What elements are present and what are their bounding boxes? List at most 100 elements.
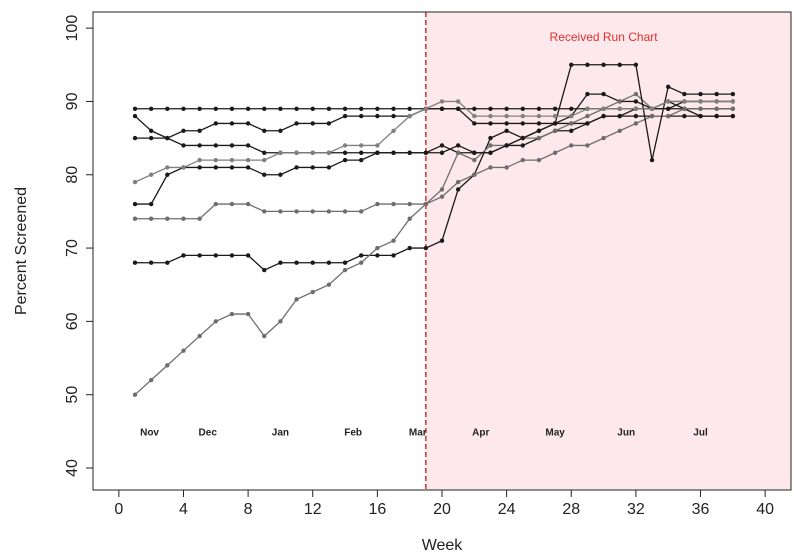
series-line <box>135 93 733 271</box>
data-point <box>165 135 170 141</box>
data-point <box>245 106 251 111</box>
data-point <box>262 106 267 111</box>
data-point <box>197 216 202 221</box>
data-point <box>488 113 493 119</box>
data-point <box>294 297 299 302</box>
data-point <box>455 143 461 148</box>
data-point <box>633 121 639 126</box>
data-point <box>326 165 332 170</box>
data-point <box>407 150 412 155</box>
x-tick-label: 24 <box>498 501 516 518</box>
data-point <box>310 165 315 170</box>
data-point <box>423 106 429 111</box>
data-point <box>666 113 671 119</box>
data-point <box>213 165 218 170</box>
data-point <box>504 106 509 111</box>
data-point <box>375 150 380 155</box>
x-tick-label: 4 <box>179 501 188 518</box>
data-point <box>455 179 461 185</box>
data-point <box>342 113 348 119</box>
data-point <box>229 121 235 126</box>
data-point <box>617 62 622 67</box>
data-point <box>714 91 719 97</box>
data-point <box>439 143 445 148</box>
data-point <box>617 106 622 111</box>
data-point <box>294 165 299 170</box>
data-point <box>165 172 170 177</box>
data-point <box>569 62 574 67</box>
data-point <box>148 260 154 265</box>
data-point <box>488 143 493 148</box>
data-point <box>132 135 138 141</box>
data-point <box>181 165 186 170</box>
x-axis-title: Week <box>422 537 464 554</box>
data-point <box>359 157 364 163</box>
data-point <box>132 106 138 111</box>
data-point <box>391 128 396 133</box>
data-point <box>617 128 622 133</box>
data-point <box>536 121 542 126</box>
data-point <box>229 165 235 170</box>
data-point <box>359 209 364 214</box>
data-point <box>423 245 429 251</box>
data-point <box>342 157 348 163</box>
data-point <box>245 311 251 317</box>
data-point <box>504 113 509 119</box>
data-point <box>132 201 138 207</box>
data-point <box>585 143 590 148</box>
data-point <box>714 99 719 104</box>
data-point <box>132 216 138 221</box>
data-point <box>455 150 461 155</box>
data-point <box>262 209 267 214</box>
data-point <box>649 113 655 119</box>
month-label: May <box>545 428 565 439</box>
data-point <box>682 91 687 97</box>
data-point <box>536 128 542 133</box>
data-point <box>391 106 396 111</box>
data-point <box>391 238 396 243</box>
data-point <box>294 106 299 111</box>
data-point <box>488 121 493 126</box>
data-point <box>569 128 574 133</box>
data-point <box>649 106 655 111</box>
data-point <box>520 121 525 126</box>
data-point <box>536 135 542 141</box>
data-point <box>617 113 622 119</box>
data-point <box>585 113 590 119</box>
data-point <box>698 106 703 111</box>
data-point <box>375 113 380 119</box>
data-point <box>601 106 606 111</box>
data-point <box>165 260 170 265</box>
data-point <box>294 121 299 126</box>
data-point <box>132 179 138 185</box>
month-label: Jul <box>693 428 708 439</box>
x-tick-label: 40 <box>756 501 774 518</box>
y-tick-label: 60 <box>64 312 81 330</box>
data-point <box>294 209 299 214</box>
data-point <box>148 172 154 177</box>
data-point <box>278 150 283 155</box>
series-line <box>134 115 733 154</box>
data-point <box>552 150 558 155</box>
data-point <box>439 187 445 192</box>
data-point <box>181 128 186 133</box>
data-point <box>148 216 154 221</box>
data-point <box>245 253 251 258</box>
data-point <box>633 62 639 67</box>
data-point <box>730 99 736 104</box>
data-point <box>649 157 655 163</box>
data-point <box>326 282 332 287</box>
data-point <box>342 150 348 155</box>
data-point <box>262 157 267 163</box>
data-point <box>359 260 364 265</box>
series-line <box>135 100 733 139</box>
data-point <box>682 99 687 104</box>
data-point <box>585 91 590 97</box>
data-point <box>213 121 218 126</box>
data-point <box>342 260 348 265</box>
data-point <box>262 267 267 273</box>
data-point <box>197 165 202 170</box>
data-point <box>601 135 606 141</box>
x-tick-label: 12 <box>304 501 322 518</box>
